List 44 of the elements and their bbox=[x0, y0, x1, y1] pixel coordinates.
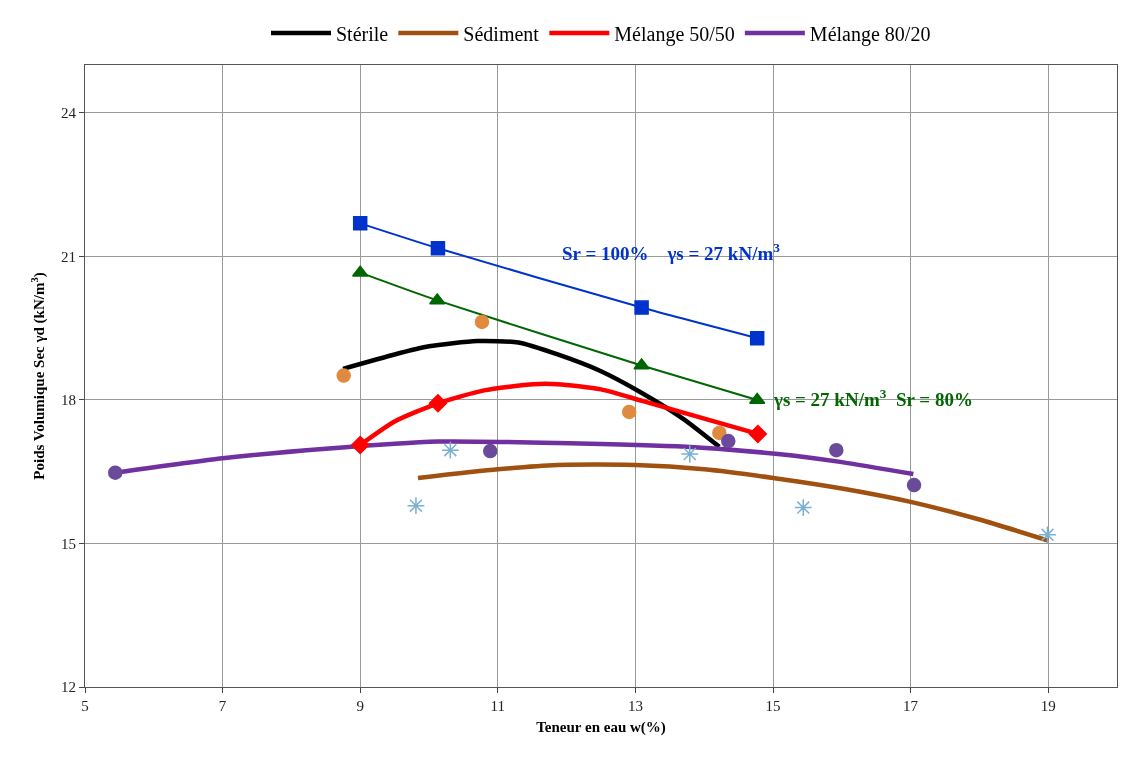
legend-label: Mélange 80/20 bbox=[809, 22, 931, 46]
point bbox=[352, 216, 368, 231]
x-tick-label: 13 bbox=[627, 698, 643, 714]
point bbox=[794, 498, 813, 517]
point bbox=[633, 358, 650, 370]
point bbox=[748, 424, 768, 444]
legend-label: Sédiment bbox=[463, 22, 540, 45]
point bbox=[428, 394, 448, 413]
annotation: Sr = 100% γs = 27 kN/m$^{3}$ bbox=[562, 240, 781, 264]
x-tick-label: 11 bbox=[490, 698, 506, 714]
point bbox=[1038, 525, 1057, 544]
point bbox=[474, 314, 490, 330]
point bbox=[634, 300, 649, 315]
point bbox=[749, 330, 765, 346]
y-tick-label: 21 bbox=[61, 248, 76, 265]
point bbox=[482, 443, 498, 459]
point bbox=[430, 241, 446, 256]
point bbox=[829, 442, 844, 458]
y-tick-label: 15 bbox=[61, 535, 76, 552]
x-tick-label: 19 bbox=[1040, 698, 1056, 714]
point bbox=[712, 425, 727, 441]
point bbox=[721, 433, 736, 449]
y-tick-label: 12 bbox=[61, 679, 76, 696]
y-tick-label: 18 bbox=[61, 392, 76, 409]
annotation: γs = 27 kN/m$^{3}$ Sr = 80% bbox=[773, 386, 973, 410]
x-tick-label: 5 bbox=[81, 698, 89, 714]
point bbox=[108, 465, 123, 480]
x-tick-label: 9 bbox=[356, 698, 364, 714]
point bbox=[621, 404, 637, 420]
x-tick-label: 7 bbox=[218, 698, 227, 714]
point bbox=[351, 435, 370, 455]
point bbox=[680, 444, 699, 464]
point bbox=[336, 368, 351, 383]
point bbox=[429, 293, 446, 305]
point bbox=[406, 496, 426, 515]
x-tick-label: 17 bbox=[903, 698, 919, 714]
x-axis-title: Teneur en eau w(%) bbox=[536, 719, 666, 736]
point bbox=[441, 441, 460, 460]
legend-label: Mélange 50/50 bbox=[614, 22, 735, 46]
y-tick-label: 24 bbox=[61, 105, 77, 122]
x-tick-label: 15 bbox=[765, 698, 781, 714]
line-series bbox=[415, 462, 1051, 543]
legend-label: Stérile bbox=[336, 22, 389, 45]
point bbox=[906, 477, 922, 493]
